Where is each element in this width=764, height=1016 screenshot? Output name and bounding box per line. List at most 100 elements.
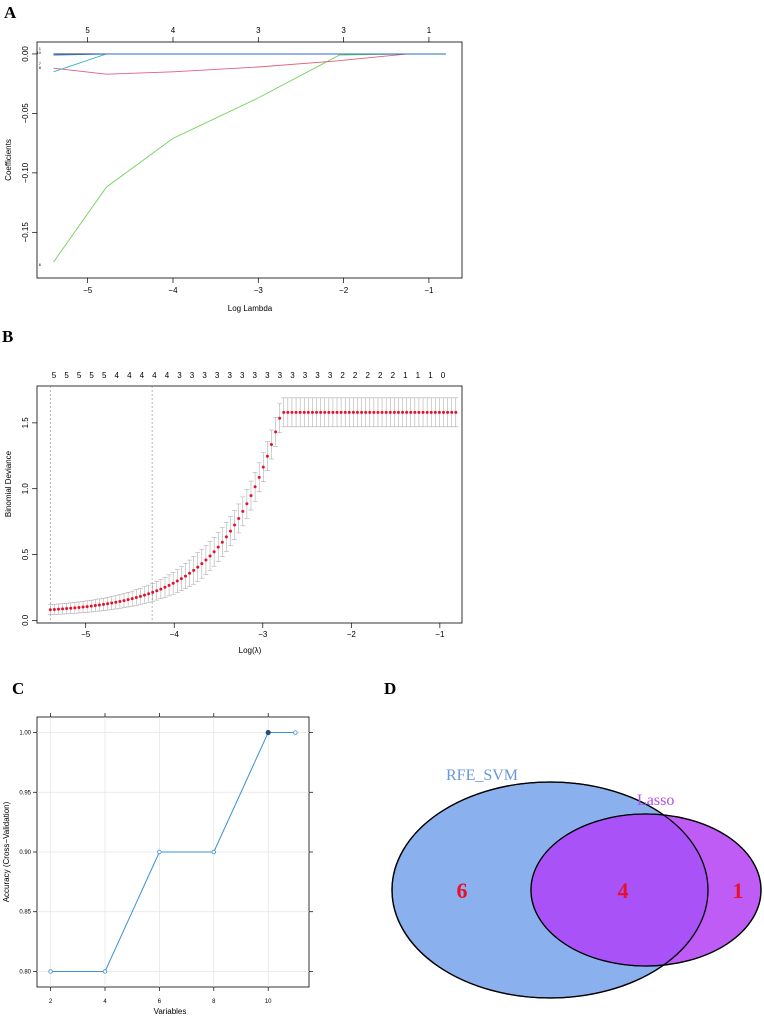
venn-outline-lasso <box>530 813 762 967</box>
panel-letter-a: A <box>4 3 17 22</box>
deviance-point <box>286 410 290 414</box>
y-axis-label-a: Coefficients <box>4 139 13 181</box>
deviance-point <box>89 604 93 608</box>
deviance-point <box>327 410 331 414</box>
deviance-point <box>372 410 376 414</box>
y-tick-label: 0.80 <box>19 969 31 975</box>
top-count-label: 4 <box>165 371 170 380</box>
coefficient-end-label: 10 <box>37 50 42 55</box>
venn-diagram: RFE_SVM Lasso 6 4 1 <box>391 767 762 999</box>
deviance-point <box>269 442 273 446</box>
top-count-label: 2 <box>391 371 396 380</box>
top-count-label: 5 <box>89 371 94 380</box>
deviance-point <box>204 558 208 562</box>
top-count-label: 2 <box>365 371 370 380</box>
deviance-point <box>77 605 81 609</box>
top-tick-label: 5 <box>85 26 90 35</box>
deviance-point <box>126 598 130 602</box>
deviance-point <box>130 597 134 601</box>
deviance-point <box>167 583 171 587</box>
top-count-label: 5 <box>52 371 57 380</box>
deviance-point <box>368 410 372 414</box>
deviance-point <box>69 606 73 610</box>
plot-frame-b <box>36 385 463 624</box>
deviance-point <box>282 410 286 414</box>
accuracy-path <box>50 732 296 972</box>
deviance-point <box>376 410 380 414</box>
x-axis-label-b: Log(λ) <box>239 646 262 655</box>
top-count-label: 3 <box>240 371 245 380</box>
deviance-point <box>183 574 187 578</box>
x-axis-a: −5 −4 −3 −2 −1 <box>83 278 434 295</box>
deviance-point <box>52 607 56 611</box>
accuracy-line <box>48 729 298 974</box>
deviance-point <box>335 410 339 414</box>
y-tick-label: 0.90 <box>19 850 31 856</box>
deviance-point <box>138 594 142 598</box>
deviance-point <box>114 600 118 604</box>
panel-letter-c: C <box>12 679 24 698</box>
panel-letter-b: B <box>2 327 13 346</box>
deviance-point <box>290 410 294 414</box>
deviance-point <box>200 562 204 566</box>
x-tick-label: 10 <box>265 999 272 1005</box>
x-tick-label: −1 <box>424 286 434 295</box>
deviance-point <box>224 535 228 539</box>
deviance-point <box>421 410 425 414</box>
venn-count-rfe-only: 6 <box>457 878 468 903</box>
top-count-label: 3 <box>177 371 182 380</box>
x-axis-c: 2 4 6 8 10 <box>49 713 272 1005</box>
x-axis-b: −5 −4 −3 −2 −1 <box>81 623 445 639</box>
top-tick-label: 3 <box>256 26 261 35</box>
accuracy-point <box>211 849 216 855</box>
deviance-point <box>315 410 319 414</box>
deviance-point <box>351 410 355 414</box>
deviance-point <box>245 502 249 506</box>
coefficient-end-label: 8 <box>39 65 42 70</box>
top-count-label: 3 <box>278 371 283 380</box>
deviance-point <box>339 410 343 414</box>
deviance-point <box>147 592 151 596</box>
top-count-label: 1 <box>428 371 433 380</box>
deviance-point <box>331 410 335 414</box>
deviance-point <box>442 410 446 414</box>
top-count-label: 4 <box>115 371 120 380</box>
x-tick-label: −5 <box>81 630 91 639</box>
panel-letter-d: D <box>384 679 396 698</box>
deviance-point <box>220 540 224 544</box>
deviance-point <box>401 410 405 414</box>
deviance-points <box>48 410 458 612</box>
x-tick-label: −1 <box>435 630 445 639</box>
top-count-label: 2 <box>340 371 345 380</box>
coefficient-end-labels: 110 78 6 <box>37 46 42 267</box>
deviance-point <box>384 410 388 414</box>
top-count-label: 0 <box>441 371 446 380</box>
top-count-label: 3 <box>303 371 308 380</box>
venn-count-overlap: 4 <box>618 878 629 903</box>
top-count-label: 3 <box>328 371 333 380</box>
deviance-point <box>433 410 437 414</box>
coefficient-end-label: 6 <box>39 262 42 267</box>
top-tick-label: 1 <box>427 26 432 35</box>
deviance-point <box>298 410 302 414</box>
coefficient-line <box>53 53 446 75</box>
deviance-point <box>48 608 52 612</box>
deviance-point <box>257 475 261 479</box>
top-count-label: 3 <box>202 371 207 380</box>
coefficient-line <box>53 53 446 73</box>
deviance-point <box>302 410 306 414</box>
y-axis-label-c: Accuracy (Cross−Validation) <box>2 801 11 902</box>
top-count-label: 5 <box>102 371 107 380</box>
deviance-point <box>396 410 400 414</box>
y-tick-label: 0.00 <box>21 46 30 62</box>
deviance-point <box>323 410 327 414</box>
venn-label-rfe-svm: RFE_SVM <box>446 767 518 784</box>
top-count-label: 3 <box>190 371 195 380</box>
deviance-point <box>102 602 106 606</box>
deviance-point <box>65 607 69 611</box>
deviance-point <box>56 607 60 611</box>
top-count-label: 1 <box>403 371 408 380</box>
lambda-reference-lines <box>49 386 153 623</box>
